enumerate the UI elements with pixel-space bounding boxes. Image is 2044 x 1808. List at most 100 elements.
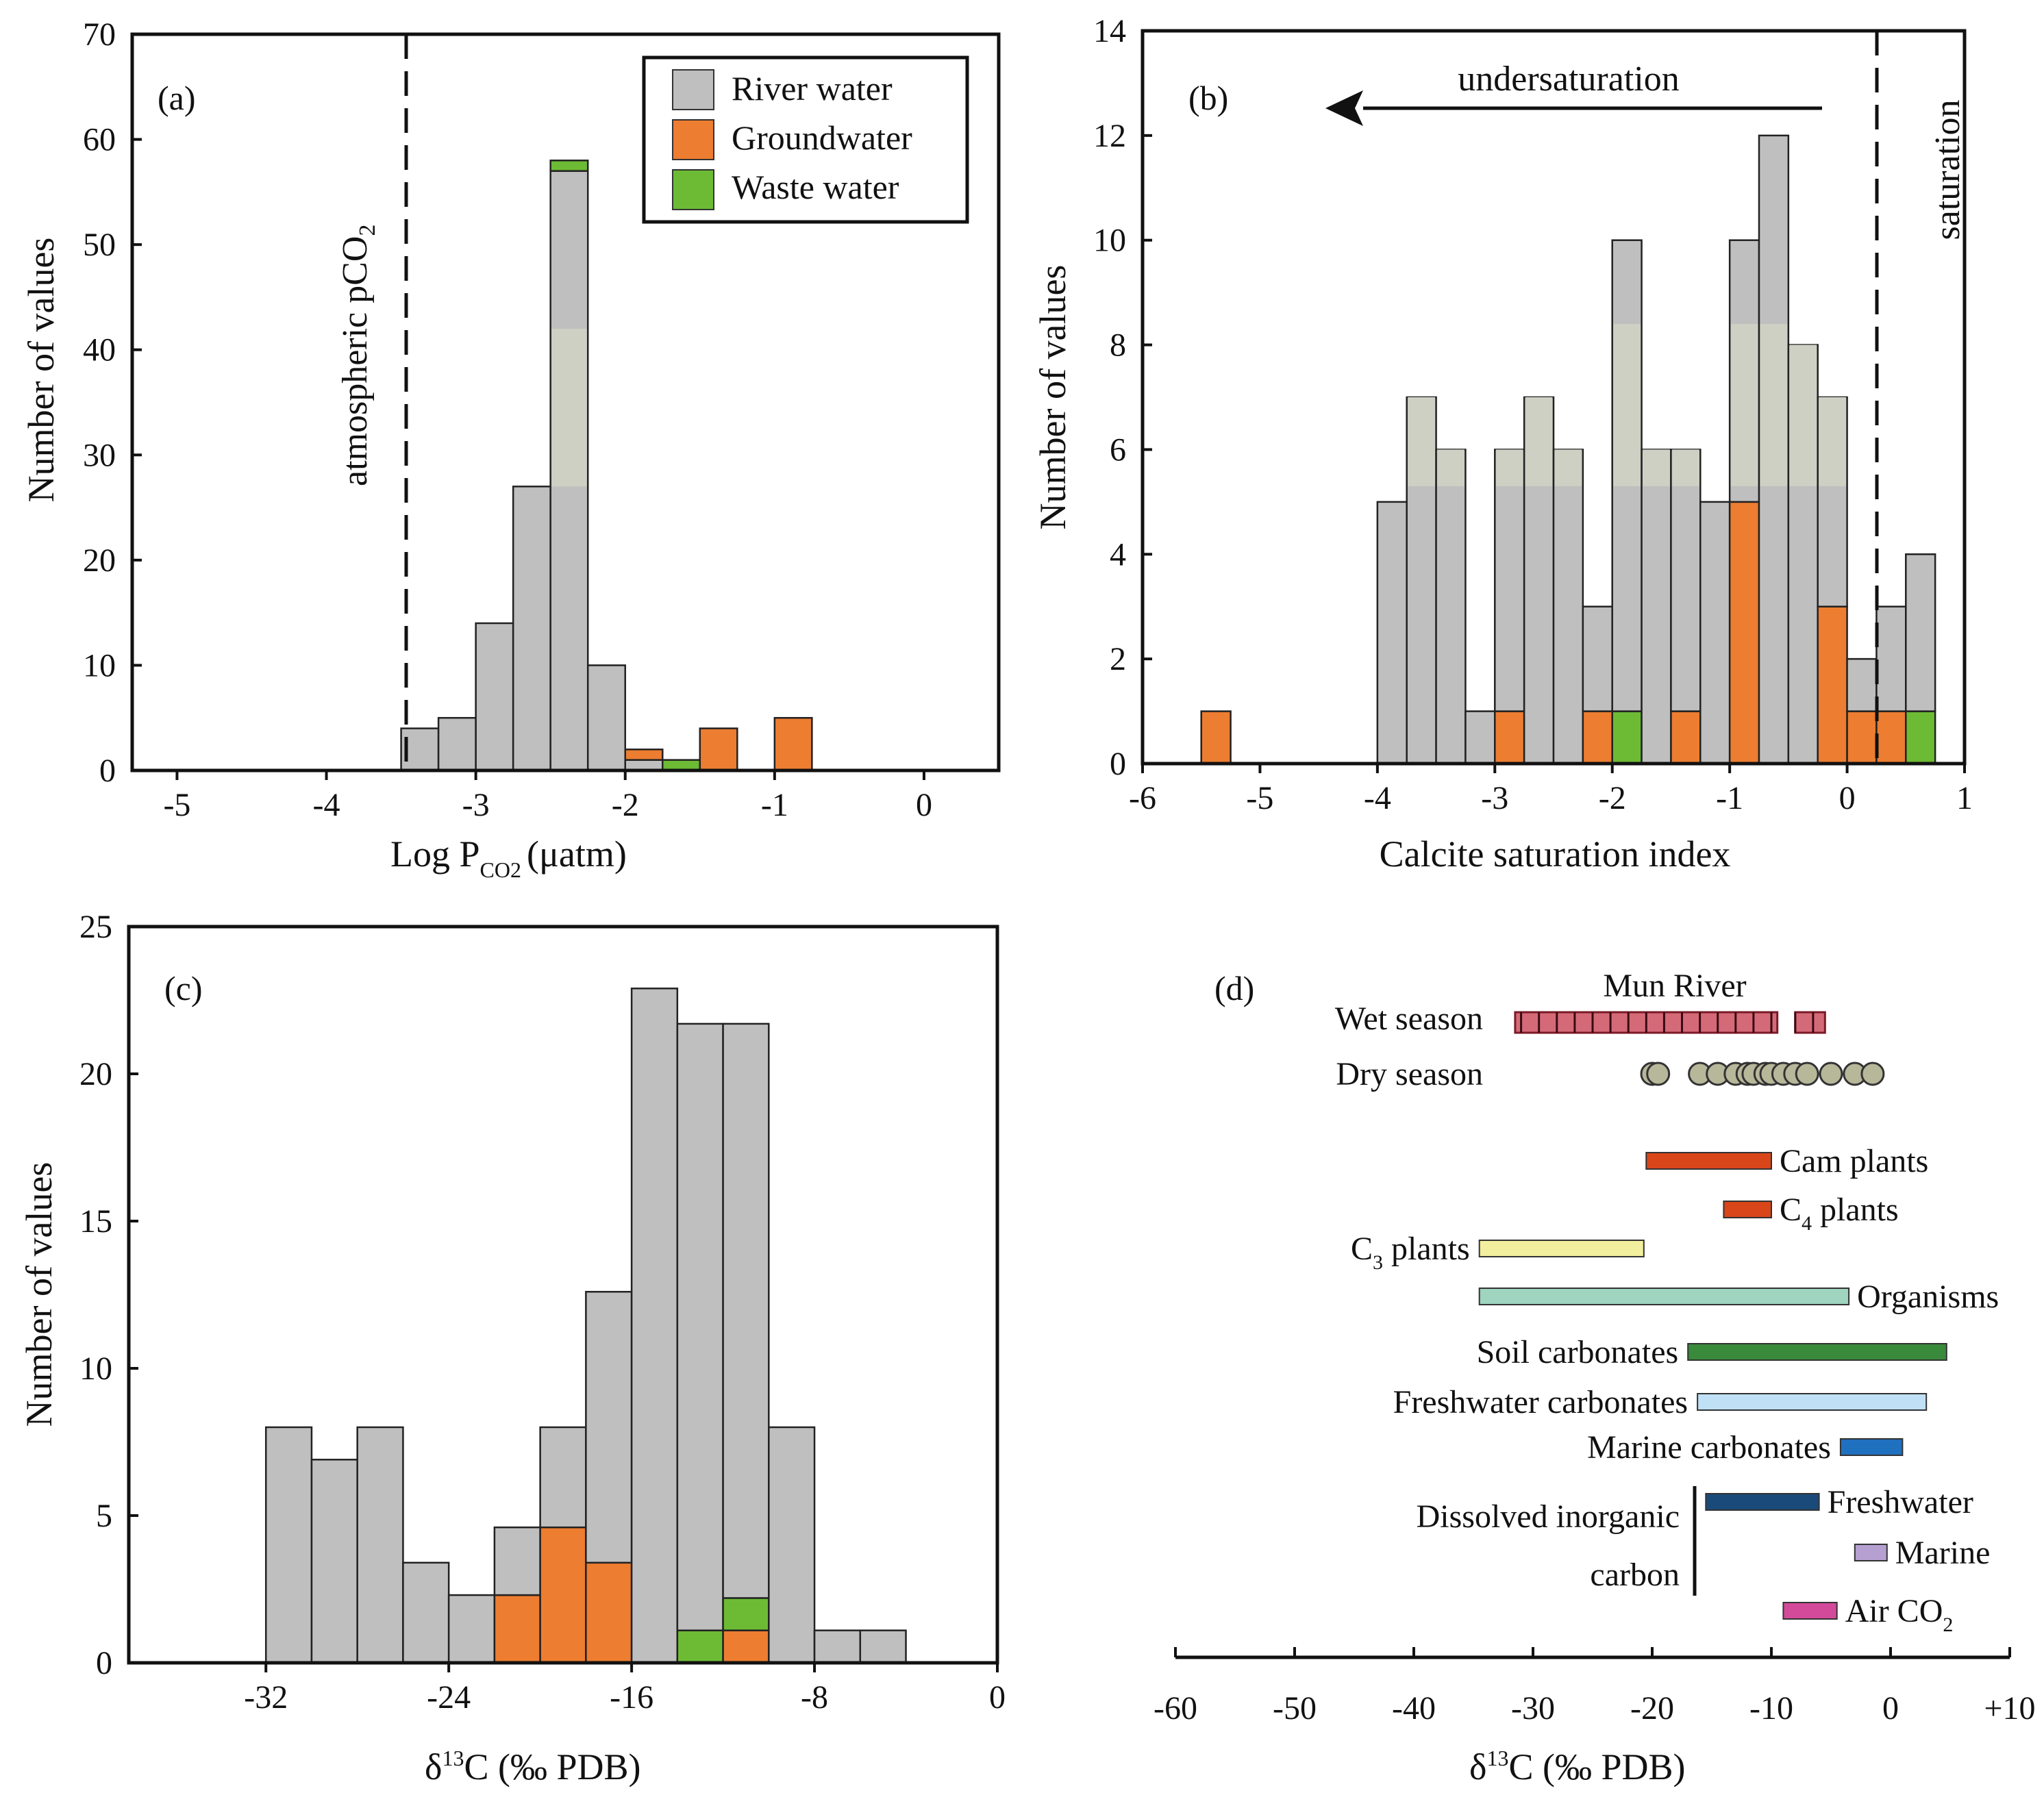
bar-river (475, 622, 514, 772)
bar-river (1376, 501, 1408, 765)
range-label: Marine (1895, 1535, 1991, 1571)
range-label: Cam plants (1780, 1143, 1928, 1179)
mun-river-title: Mun River (1603, 968, 1746, 1004)
x-tick-label: -32 (244, 1679, 288, 1716)
panel-c-ticks: -32 -24 -16 -8 0 0 5 10 15 20 25 (79, 909, 1006, 1716)
legend: River water Groundwater Waste water (642, 55, 969, 224)
legend-label-waste: Waste water (732, 168, 899, 206)
bar-river (402, 1561, 450, 1664)
y-tick-label: 20 (83, 542, 116, 579)
y-tick-label: 5 (96, 1498, 112, 1534)
legend-label-river: River water (732, 69, 893, 108)
range-bar (1705, 1493, 1820, 1511)
bar-highlight (1760, 324, 1788, 486)
atmospheric-pco2-sub: 2 (355, 225, 380, 236)
x-tick-label: -6 (1129, 780, 1156, 816)
panel-c-xlabel-sup: 13 (442, 1746, 464, 1770)
range-label: Air CO2 (1845, 1593, 1954, 1636)
bar-waste (1905, 710, 1936, 765)
bar-river (859, 1629, 907, 1664)
x-tick-label: -2 (612, 787, 639, 823)
y-tick-label: 10 (79, 1351, 112, 1387)
x-tick-label: -1 (1716, 780, 1743, 816)
range-label: C3 plants (1351, 1231, 1470, 1274)
x-tick-label: 1 (1956, 780, 1973, 816)
bar-river (356, 1426, 404, 1664)
source-ranges: Cam plants C4 plants C3 plants Organisms Soi… (1351, 1143, 1999, 1636)
y-tick-label: 10 (83, 647, 116, 683)
range-bar (1839, 1438, 1904, 1456)
bar-ground (1875, 710, 1907, 765)
panel-d-tag: (d) (1214, 969, 1254, 1007)
y-tick-label: 60 (83, 122, 116, 158)
bar-river (768, 1426, 816, 1664)
y-tick-label: 8 (1110, 327, 1126, 364)
x-tick-label: 0 (1839, 780, 1856, 816)
x-tick-label: -8 (801, 1679, 828, 1716)
panel-c: -32 -24 -16 -8 0 0 5 10 15 20 25 (c) Number of val… (18, 909, 1006, 1787)
dry-season-label: Dry season (1336, 1056, 1483, 1092)
y-tick-label: 40 (83, 332, 116, 368)
panel-d-xlabel: δ13C (‰ PDB) (1469, 1746, 1685, 1787)
x-tick-label: -16 (610, 1679, 653, 1716)
bar-river (1552, 449, 1584, 765)
bar-river (1905, 553, 1936, 712)
y-tick-label: 0 (99, 753, 116, 789)
panel-b-tag: (b) (1188, 79, 1228, 117)
range-label: C4 plants (1780, 1192, 1899, 1235)
panel-a-frame (130, 32, 1001, 773)
bar-ground (1846, 710, 1878, 765)
x-tick-label: -4 (313, 787, 340, 823)
bar-highlight (1643, 449, 1670, 486)
bar-river (1641, 449, 1672, 765)
panel-d-ticks: -60 -50 -40 -30 -20 -10 0 +10 (1154, 1647, 2036, 1727)
y-tick-label: 2 (1110, 641, 1126, 677)
x-tick-label: -2 (1599, 780, 1626, 816)
dry-season-point (1860, 1062, 1885, 1086)
bar-highlight (1819, 397, 1847, 486)
dic-label-line1: Dissolved inorganic (1417, 1498, 1680, 1535)
panel-b-bars (1200, 134, 1936, 765)
bar-waste (549, 160, 589, 172)
panel-a: -5 -4 -3 -2 -1 0 0 10 20 30 40 50 60 70 (a) atmospher… (21, 16, 1001, 882)
x-tick-label: +10 (1984, 1690, 2035, 1727)
y-tick-label: 30 (83, 437, 116, 473)
y-tick-label: 15 (79, 1203, 112, 1240)
y-tick-label: 4 (1110, 536, 1126, 573)
panel-c-bars (264, 988, 907, 1664)
bar-waste (1611, 710, 1643, 765)
bar-ground (1728, 501, 1760, 765)
bar-highlight (1789, 344, 1817, 486)
panel-a-tag: (a) (158, 79, 196, 117)
panel-b-xlabel: Calcite saturation index (1380, 833, 1731, 875)
y-tick-label: 0 (96, 1645, 112, 1681)
panel-a-ylabel: Number of values (21, 238, 62, 503)
legend-swatch-ground (672, 119, 714, 160)
x-tick-label: 0 (916, 787, 932, 823)
bar-river (1875, 605, 1907, 712)
panel-a-ticks: -5 -4 -3 -2 -1 0 0 10 20 30 40 50 60 70 (83, 16, 932, 823)
x-tick-label: -5 (163, 787, 190, 823)
bar-highlight (1671, 449, 1699, 486)
bar-ground (493, 1594, 541, 1664)
bar-river (1494, 449, 1525, 712)
bar-ground (1494, 710, 1525, 765)
bar-river (264, 1426, 313, 1664)
bar-ground (722, 1629, 770, 1664)
y-tick-label: 10 (1093, 223, 1126, 259)
x-tick-label: -1 (761, 787, 788, 823)
bar-waste (722, 1597, 770, 1631)
x-tick-label: 0 (1882, 1690, 1899, 1727)
bar-river (1465, 710, 1496, 765)
y-tick-label: 25 (79, 909, 112, 945)
bar-ground (1582, 710, 1613, 765)
x-tick-label: -3 (1481, 780, 1508, 816)
bar-river (512, 486, 551, 772)
range-bar (1782, 1602, 1838, 1620)
bar-highlight (1525, 397, 1553, 486)
bar-river (1670, 449, 1702, 712)
x-tick-label: -24 (427, 1679, 471, 1716)
